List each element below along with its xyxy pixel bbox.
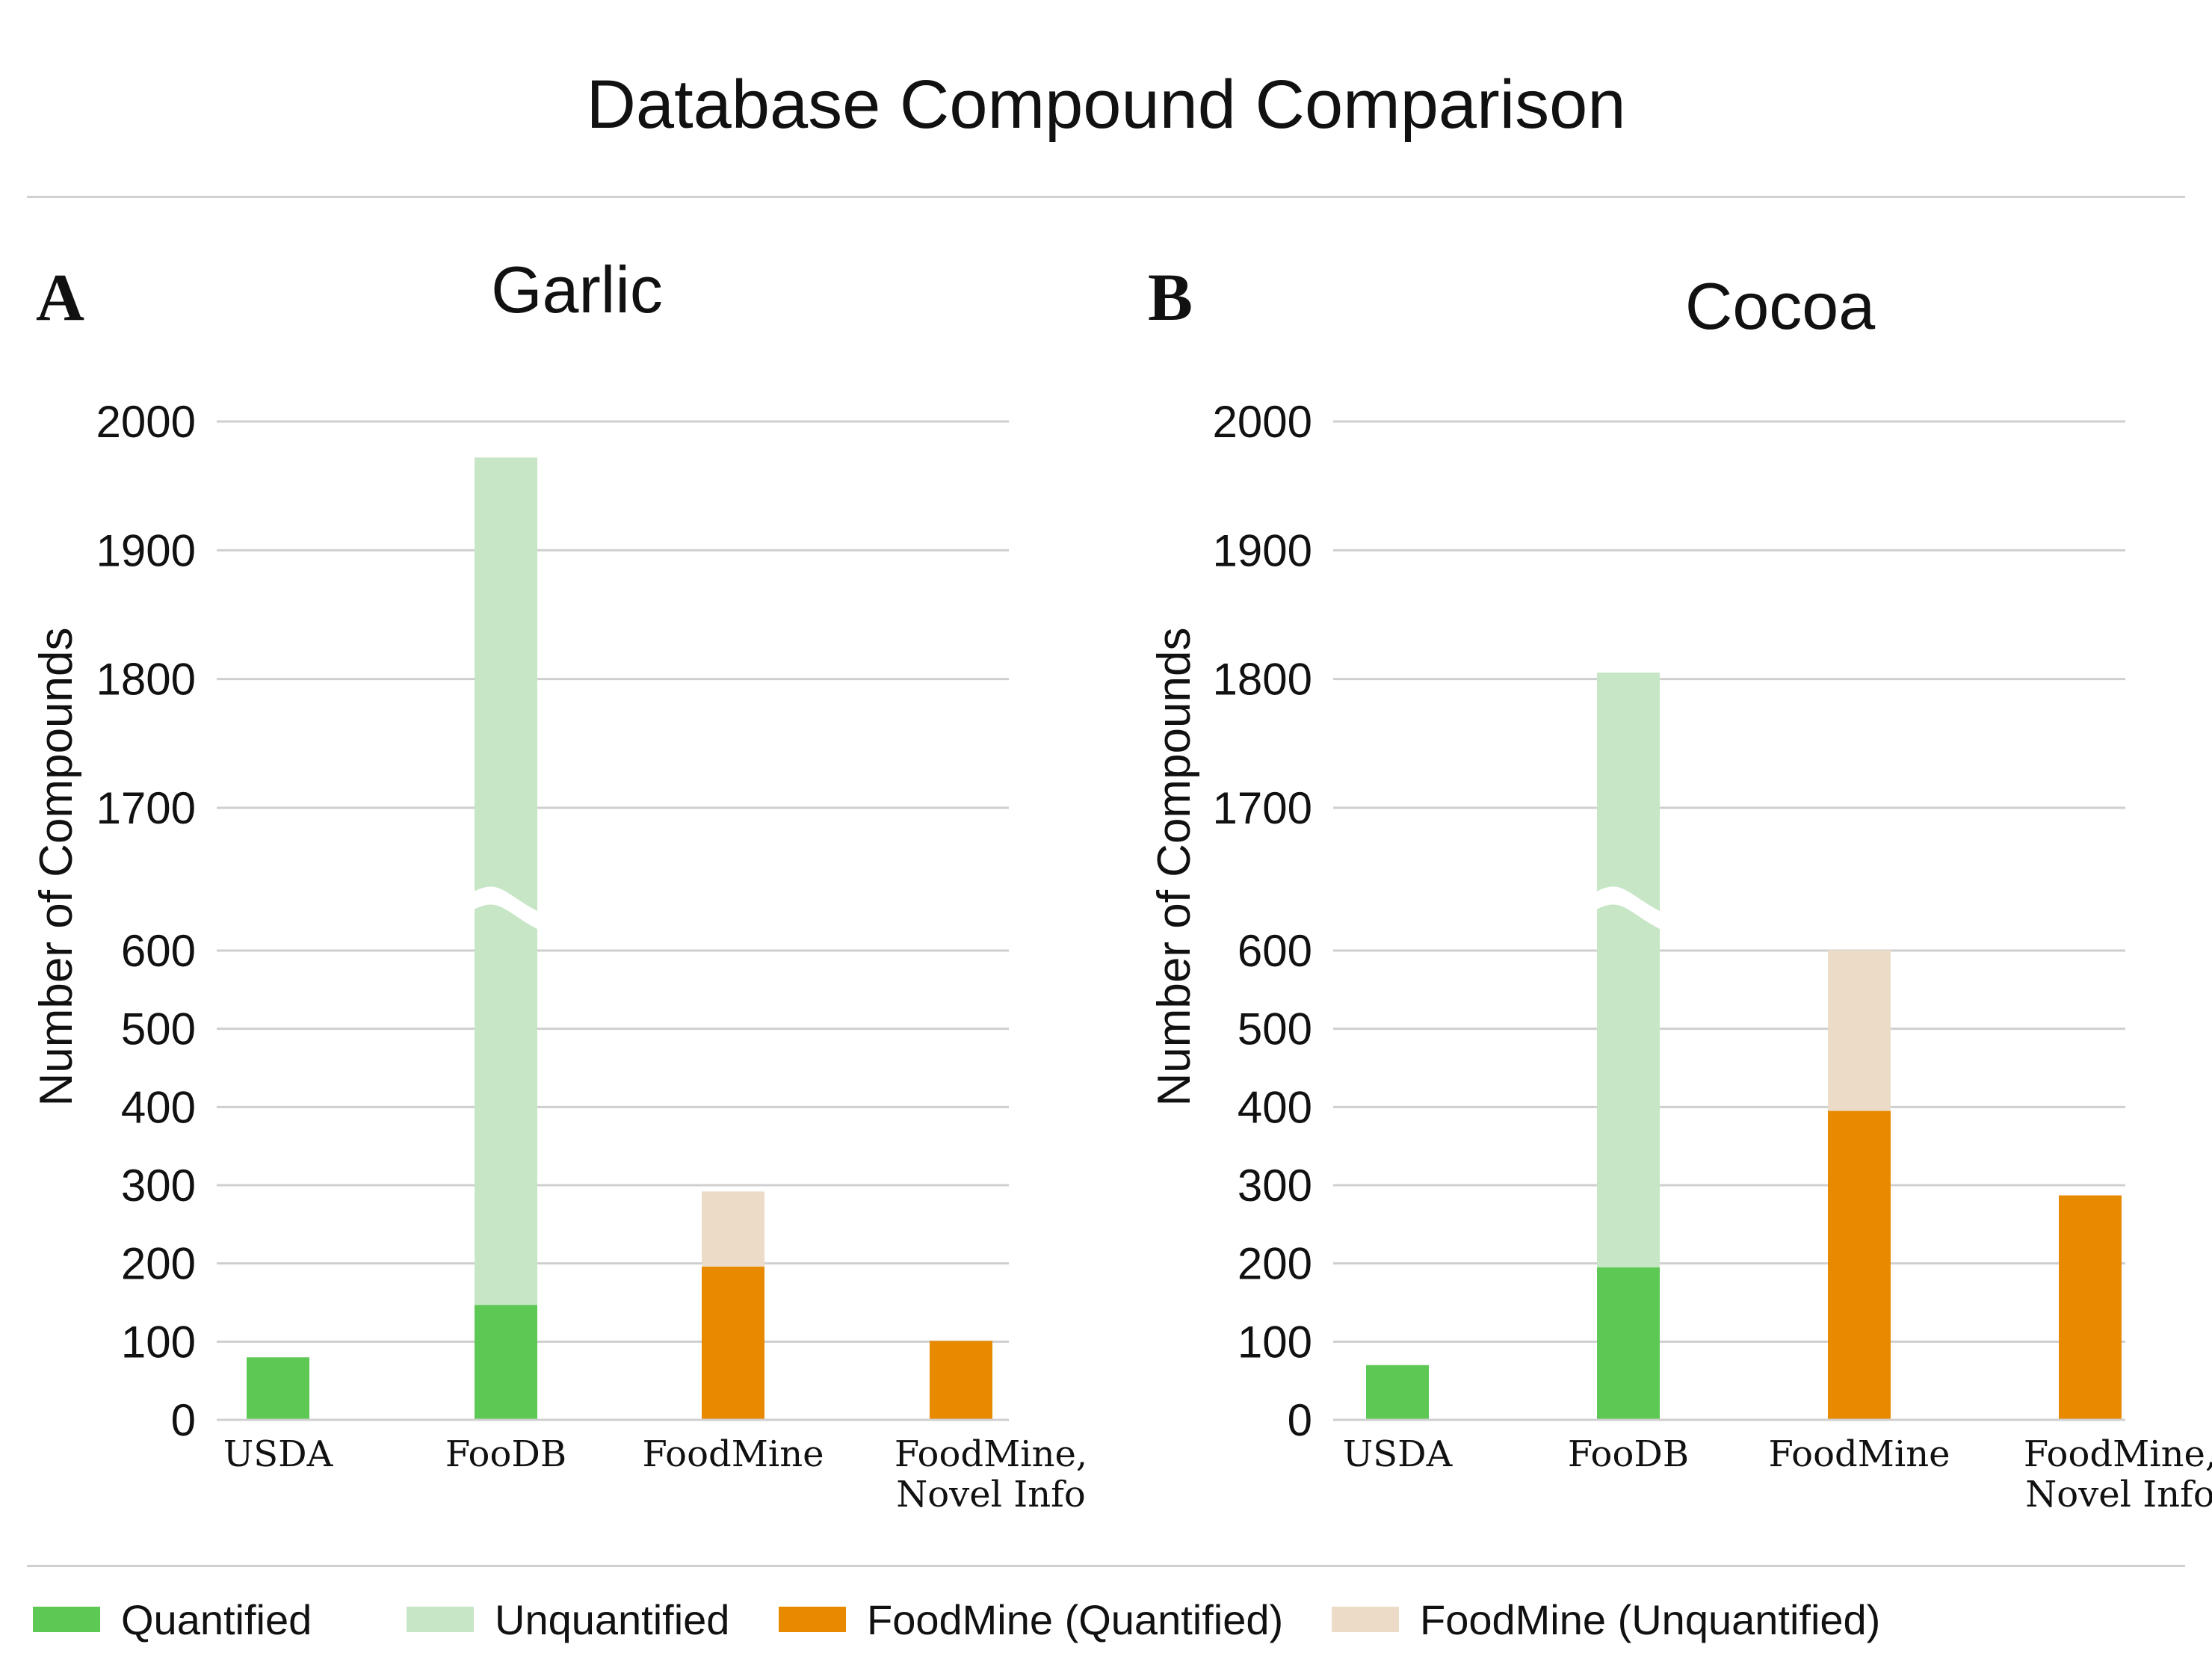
- y-tick-label: 2000: [96, 397, 196, 447]
- y-tick-label: 200: [1238, 1239, 1312, 1289]
- x-category-label: USDA: [223, 1433, 334, 1475]
- y-tick-label: 100: [1238, 1317, 1312, 1367]
- y-axis-title: Number of Compounds: [31, 628, 82, 1107]
- bar-segment: [475, 457, 537, 1306]
- y-tick-label: 1900: [1213, 525, 1312, 575]
- axis-break-mark: [470, 886, 542, 931]
- main-title: Database Compound Comparison: [586, 67, 1626, 143]
- panel-title: Garlic: [491, 253, 663, 327]
- bar-segment: [475, 1305, 537, 1420]
- bar-segment: [702, 1191, 764, 1267]
- x-category-label: FoodMine,: [2024, 1433, 2212, 1475]
- x-category-label: Novel Info: [2025, 1474, 2212, 1516]
- x-category-label: FooDB: [1568, 1433, 1689, 1475]
- y-tick-label: 600: [121, 926, 196, 976]
- legend-label-quantified: Quantified: [121, 1595, 312, 1643]
- bar-segment: [702, 1266, 764, 1420]
- y-axis-title: Number of Compounds: [1149, 628, 1200, 1107]
- legend-label-foodmine-quantified: FoodMine (Quantified): [867, 1595, 1284, 1643]
- bar-segment: [1597, 1267, 1660, 1420]
- y-tick-label: 500: [1238, 1004, 1312, 1054]
- x-category-label: FoodMine: [1768, 1433, 1950, 1475]
- y-tick-label: 1800: [96, 655, 196, 705]
- x-category-label: USDA: [1343, 1433, 1453, 1475]
- y-tick-label: 0: [171, 1395, 196, 1445]
- axis-break-mark: [1592, 886, 1664, 931]
- y-tick-label: 2000: [1213, 397, 1312, 447]
- x-category-label: FoodMine: [642, 1433, 824, 1475]
- bar-segment: [930, 1341, 992, 1420]
- legend-item-unquantified: Unquantified: [407, 1586, 729, 1653]
- legend-label-unquantified: Unquantified: [495, 1595, 730, 1643]
- bar-segment: [247, 1357, 309, 1420]
- legend: Quantified Unquantified FoodMine (Quanti…: [0, 1586, 2212, 1653]
- panel-title: Cocoa: [1685, 269, 1875, 343]
- y-tick-label: 500: [121, 1004, 196, 1054]
- bar-segment: [2059, 1195, 2122, 1420]
- panel-letter: A: [36, 261, 84, 335]
- y-tick-label: 600: [1238, 926, 1312, 976]
- y-tick-label: 1700: [1213, 783, 1312, 833]
- bar-segment: [1828, 1110, 1891, 1420]
- legend-item-quantified: Quantified: [33, 1586, 312, 1653]
- panel-letter: B: [1148, 261, 1193, 335]
- y-tick-label: 300: [1238, 1161, 1312, 1211]
- x-category-label: FoodMine,: [895, 1433, 1087, 1475]
- legend-divider: [27, 1565, 2185, 1567]
- y-tick-label: 0: [1288, 1395, 1312, 1445]
- legend-swatch-foodmine-quantified: [779, 1607, 846, 1632]
- x-category-label: FooDB: [445, 1433, 566, 1475]
- panel-cocoa: 0 100 200 300 400 500 600 1700 1800 1900 2000 Numbe…: [1148, 261, 2212, 1516]
- bar-segment: [1366, 1365, 1429, 1420]
- y-tick-label: 1700: [96, 783, 196, 833]
- y-tick-label: 300: [121, 1161, 196, 1211]
- panel-garlic: 0 100 200 300 400 500 600 1700 1800 1900 2000 Numbe…: [31, 253, 1087, 1516]
- legend-item-foodmine-quantified: FoodMine (Quantified): [779, 1586, 1283, 1653]
- legend-swatch-quantified: [33, 1607, 100, 1632]
- y-tick-label: 200: [121, 1239, 196, 1289]
- bar-segment: [1828, 950, 1891, 1111]
- axis-break-mark: [1823, 886, 1895, 931]
- y-tick-label: 400: [1238, 1082, 1312, 1132]
- y-tick-label: 1800: [1213, 655, 1312, 705]
- y-tick-label: 400: [121, 1082, 196, 1132]
- charts-svg: 01002003004005006001700180019002000Numbe…: [31, 253, 2212, 1516]
- legend-swatch-foodmine-unquantified: [1332, 1607, 1399, 1632]
- y-tick-label: 100: [121, 1317, 196, 1367]
- y-tick-label: 1900: [96, 525, 196, 575]
- title-divider: [27, 196, 2185, 198]
- bar-segment: [1597, 673, 1660, 1267]
- legend-item-foodmine-unquantified: FoodMine (Unquantified): [1332, 1586, 1880, 1653]
- legend-swatch-unquantified: [407, 1607, 474, 1632]
- x-category-label: Novel Info: [896, 1474, 1086, 1516]
- legend-label-foodmine-unquantified: FoodMine (Unquantified): [1420, 1595, 1881, 1643]
